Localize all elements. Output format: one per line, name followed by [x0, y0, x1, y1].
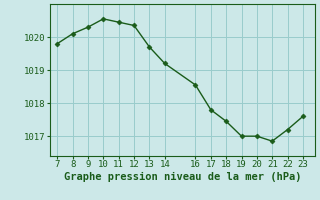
X-axis label: Graphe pression niveau de la mer (hPa): Graphe pression niveau de la mer (hPa): [64, 172, 301, 182]
